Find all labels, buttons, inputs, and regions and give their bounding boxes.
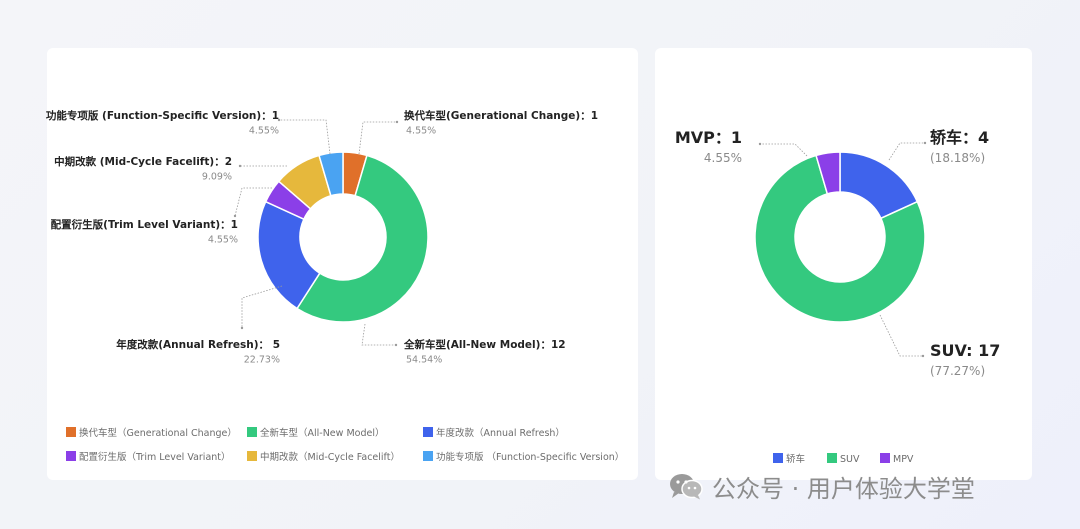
legend-label-suv[interactable]: SUV [840,454,860,465]
legend-swatch-功能专项版[interactable] [423,451,433,461]
legend-swatch-轿车[interactable] [773,453,783,463]
leader-sedan [888,142,925,161]
slice-percent-年度改款: 22.73% [244,355,280,366]
leader-annual-dot [240,326,244,330]
slice-percent-mpv: 4.55% [704,151,742,165]
slice-suv[interactable] [754,154,926,323]
leader-sedan-dot [923,141,927,145]
watermark-text: 公众号 · 用户体验大学堂 [712,474,975,503]
legend-swatch-配置衍生版[interactable] [66,451,76,461]
body-type-donut-chart: 轿车：4 (18.18%) SUV: 17 (77.27%) MVP：1 4.55% 轿车 S… [675,128,1001,465]
slice-label-轿车: 轿车：4 [930,128,989,147]
slice-label-配置衍生版: 配置衍生版(Trim Level Variant)：1 [51,218,238,231]
leader-suv [879,314,923,357]
leader-annual [241,285,283,328]
slice-label-mpv: MVP：1 [675,128,742,147]
legend-swatch-中期改款[interactable] [247,451,257,461]
leader-mpv [760,143,808,157]
legend-swatch-换代车型[interactable] [66,427,76,437]
leader-generational [358,121,397,155]
slice-label-中期改款: 中期改款 (Mid-Cycle Facelift)：2 [54,155,232,168]
slice-percent-功能专项版: 4.55% [249,126,279,137]
legend-label-mpv[interactable]: MPV [893,454,914,465]
leader-mid-cycle-dot [238,164,242,168]
slice-功能专项版[interactable] [318,151,344,197]
legend-label-功能专项版[interactable]: 功能专项版 （Function-Specific Version） [436,451,624,463]
leader-all-new [361,323,396,346]
slice-label-功能专项版: 功能专项版 (Function-Specific Version)：1 [46,109,279,122]
wechat-icon [670,474,703,500]
legend-swatch-年度改款[interactable] [423,427,433,437]
legend-swatch-mpv[interactable] [880,453,890,463]
model-type-donut-chart: 换代车型(Generational Change)：1 4.55% 全新车型(All… [46,109,624,463]
body-type-chart-card: 轿车：4 (18.18%) SUV: 17 (77.27%) MVP：1 4.55% 轿车 S… [655,48,1032,480]
slice-label-suv: SUV: 17 [930,341,1000,360]
watermark: 公众号 · 用户体验大学堂 [668,470,975,503]
leader-trim [234,187,272,217]
leader-function-dot [277,118,281,122]
slice-percent-轿车: (18.18%) [930,151,985,165]
slice-全新车型[interactable] [296,154,429,323]
legend-swatch-suv[interactable] [827,453,837,463]
slice-percent-suv: (77.27%) [930,364,985,378]
legend-swatch-全新车型[interactable] [247,427,257,437]
slice-label-全新车型: 全新车型(All-New Model)：12 [403,338,566,351]
leader-function [279,119,331,155]
leader-mpv-dot [758,142,762,146]
leader-trim-dot [233,214,237,218]
leader-suv-dot [921,354,925,358]
slice-mpv[interactable] [815,151,841,195]
slice-label-年度改款: 年度改款(Annual Refresh)： 5 [116,338,280,351]
legend-label-轿车[interactable]: 轿车 [786,453,805,465]
leader-all-new-dot [394,343,398,347]
legend-label-年度改款[interactable]: 年度改款（Annual Refresh） [436,427,565,439]
legend-label-全新车型[interactable]: 全新车型（All-New Model） [260,427,384,439]
legend-label-中期改款[interactable]: 中期改款（Mid-Cycle Facelift） [260,451,400,463]
slice-percent-换代车型: 4.55% [406,126,436,137]
legend-label-换代车型[interactable]: 换代车型（Generational Change） [79,427,237,439]
model-type-chart-card: 换代车型(Generational Change)：1 4.55% 全新车型(All… [46,48,638,480]
legend-label-配置衍生版[interactable]: 配置衍生版（Trim Level Variant） [79,451,231,463]
slice-percent-配置衍生版: 4.55% [208,235,238,246]
leader-generational-dot [395,120,399,124]
slice-percent-全新车型: 54.54% [406,355,442,366]
slice-percent-中期改款: 9.09% [202,172,232,183]
slice-label-换代车型: 换代车型(Generational Change)：1 [404,109,598,122]
